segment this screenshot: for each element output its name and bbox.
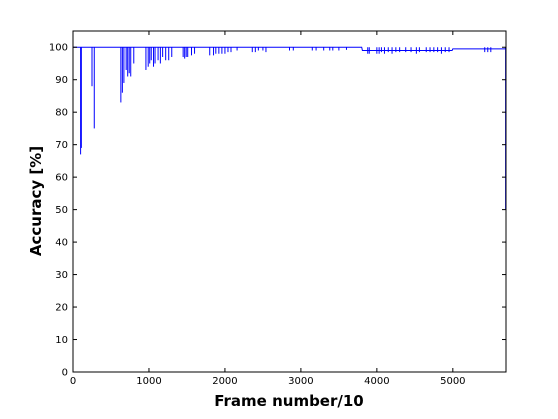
x-tick-label: 1000 (136, 376, 161, 387)
x-tick-label: 5000 (440, 376, 465, 387)
y-tick-label: 90 (55, 75, 68, 86)
y-tick-label: 50 (55, 205, 68, 216)
plot-frame (72, 30, 507, 373)
y-tick-label: 30 (55, 270, 68, 281)
y-tick-label: 20 (55, 303, 68, 314)
y-axis-label: Accuracy [%] (27, 146, 45, 256)
x-axis: 0 1000 2000 3000 4000 5000 (70, 31, 466, 387)
y-tick-label: 70 (55, 140, 68, 151)
x-tick-label: 4000 (364, 376, 389, 387)
series-layer (73, 46, 507, 210)
y-tick-label: 80 (55, 108, 68, 119)
x-tick-label: 0 (70, 376, 76, 387)
y-tick-label: 0 (62, 368, 68, 379)
x-tick-label: 3000 (288, 376, 313, 387)
plot-area (73, 31, 506, 372)
y-tick-label: 60 (55, 173, 68, 184)
y-tick-label: 100 (49, 43, 68, 54)
x-tick-label: 2000 (212, 376, 237, 387)
y-tick-label: 10 (55, 335, 68, 346)
y-tick-label: 40 (55, 238, 68, 249)
x-axis-label: Frame number/10 (214, 392, 363, 410)
y-axis: 0 10 20 30 40 50 60 70 80 90 100 (49, 43, 506, 379)
